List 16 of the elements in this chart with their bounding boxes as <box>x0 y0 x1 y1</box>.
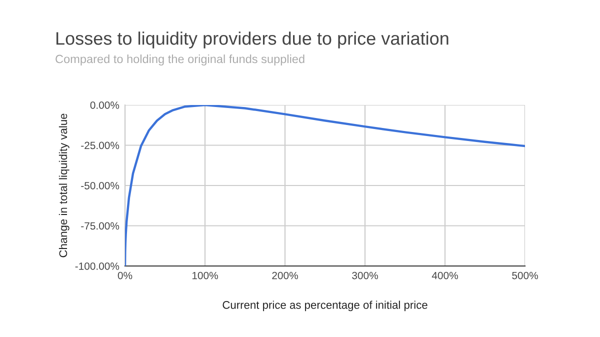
chart-subtitle: Compared to holding the original funds supplied <box>56 54 304 66</box>
x-tick-label: 300% <box>352 272 378 280</box>
x-tick-label: 100% <box>192 272 218 280</box>
x-tick-label: 500% <box>512 272 538 280</box>
y-tick-label: -75.00% <box>81 222 120 230</box>
x-tick-label: 400% <box>432 272 458 280</box>
line-series <box>125 105 525 266</box>
y-axis-title: Change in total liquidity value <box>58 114 70 258</box>
x-tick-label: 200% <box>272 272 298 280</box>
y-tick-label: 0.00% <box>90 102 120 109</box>
y-tick-label: -25.00% <box>81 142 120 150</box>
x-axis-title: Current price as percentage of initial price <box>222 300 428 312</box>
chart-title: Losses to liquidity providers due to price variation <box>56 32 448 48</box>
y-tick-label: -100.00% <box>75 262 120 270</box>
x-tick-label: 0% <box>118 272 132 280</box>
y-tick-label: -50.00% <box>81 182 120 190</box>
